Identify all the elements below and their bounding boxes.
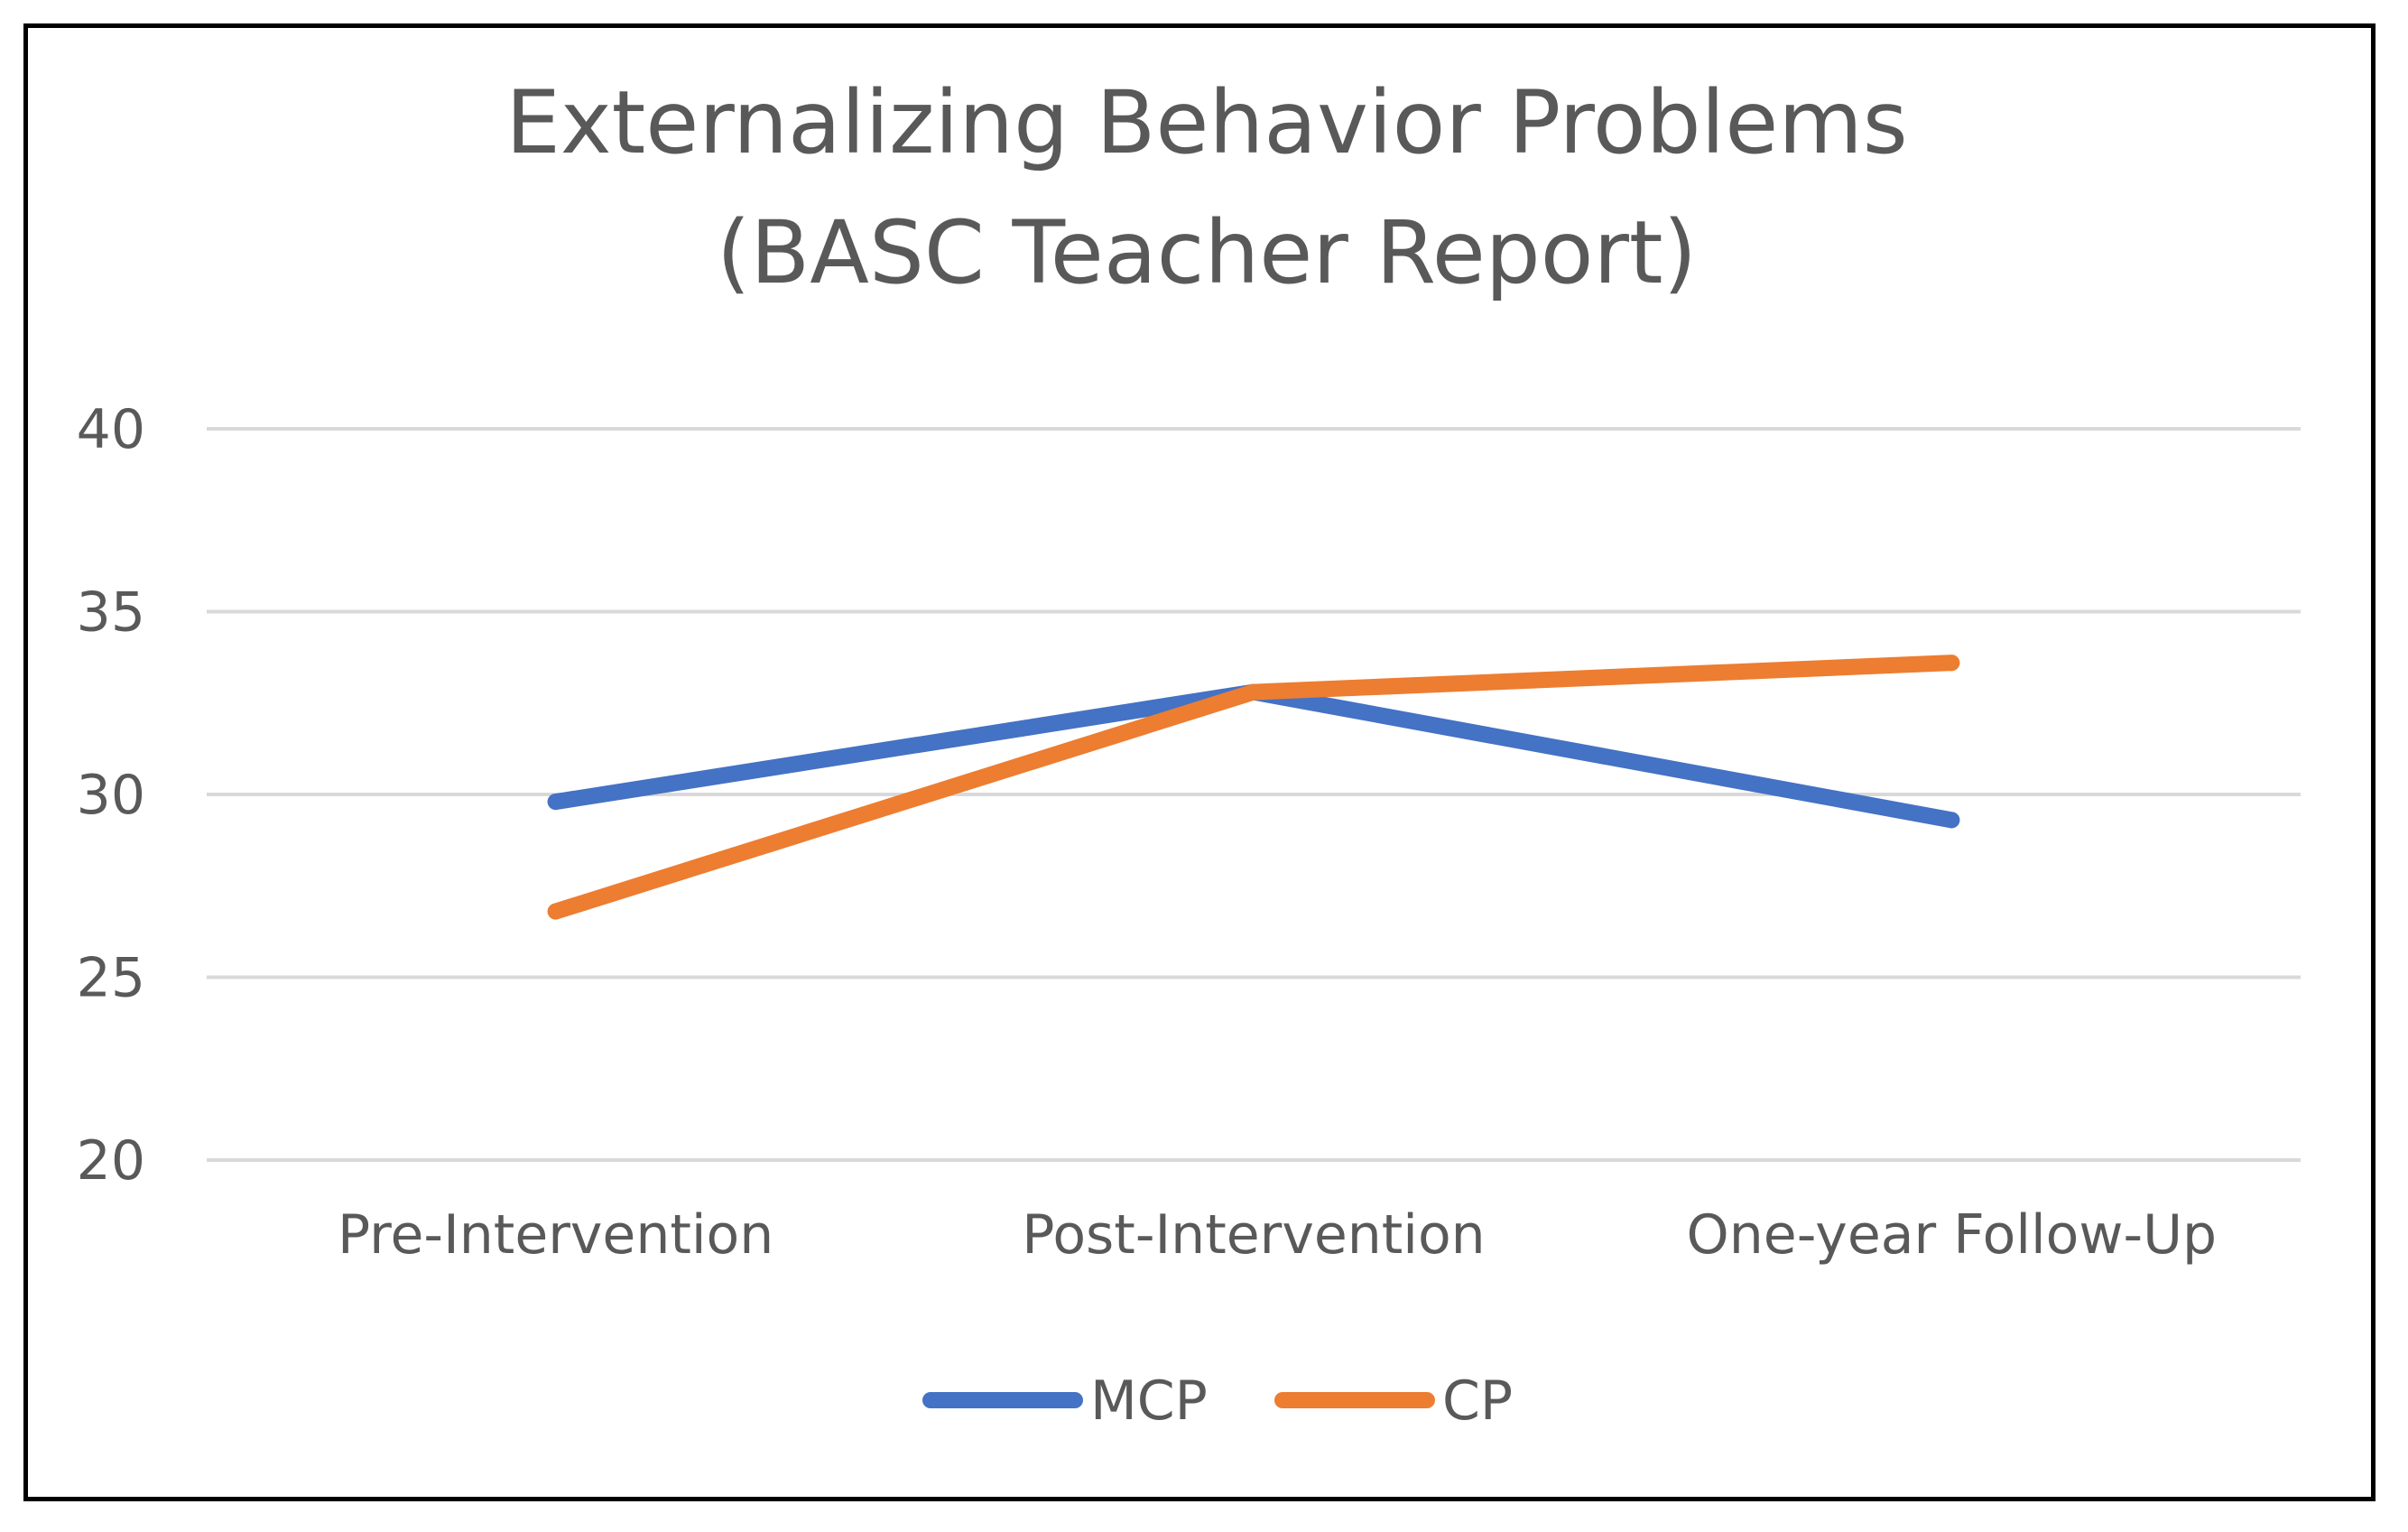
series-segment-cp — [547, 683, 1262, 920]
chart-subtitle: (BASC Teacher Report) — [717, 202, 1697, 303]
series-segment-cp — [1246, 655, 1960, 701]
legend-label-cp: CP — [1442, 1370, 1513, 1433]
legend-label-mcp: MCP — [1090, 1370, 1208, 1433]
y-tick-label: 35 — [77, 581, 145, 645]
chart-title: Externalizing Behavior Problems — [505, 72, 1908, 173]
y-tick-label: 25 — [77, 947, 145, 1010]
data-point-cp — [1246, 683, 1262, 701]
chart-frame: Externalizing Behavior Problems (BASC Te… — [23, 23, 2376, 1501]
series-segment-mcp — [547, 683, 1262, 811]
series-mcp — [547, 683, 1960, 829]
series-cp — [547, 655, 1960, 920]
series-lines — [547, 655, 1960, 920]
gridlines — [207, 427, 2301, 1162]
legend-item-mcp: MCP — [922, 1370, 1208, 1433]
data-point-mcp — [1943, 812, 1960, 829]
data-point-cp — [547, 903, 564, 920]
x-axis-ticks: Pre-Intervention Post-Intervention One-yea… — [338, 1203, 2217, 1267]
x-tick-label: Post-Intervention — [1022, 1203, 1485, 1267]
y-tick-label: 20 — [77, 1129, 145, 1193]
legend: MCP CP — [922, 1370, 1513, 1433]
series-segment-mcp — [1246, 683, 1960, 829]
x-tick-label: Pre-Intervention — [338, 1203, 773, 1267]
y-tick-label: 40 — [77, 398, 145, 461]
y-tick-label: 30 — [77, 764, 145, 827]
line-chart: Externalizing Behavior Problems (BASC Te… — [77, 72, 2301, 1433]
legend-item-cp: CP — [1274, 1370, 1513, 1433]
data-point-cp — [1943, 655, 1960, 672]
y-axis-ticks: 20 25 30 35 40 — [77, 398, 145, 1193]
data-point-mcp — [547, 794, 564, 811]
x-tick-label: One-year Follow-Up — [1687, 1203, 2218, 1267]
